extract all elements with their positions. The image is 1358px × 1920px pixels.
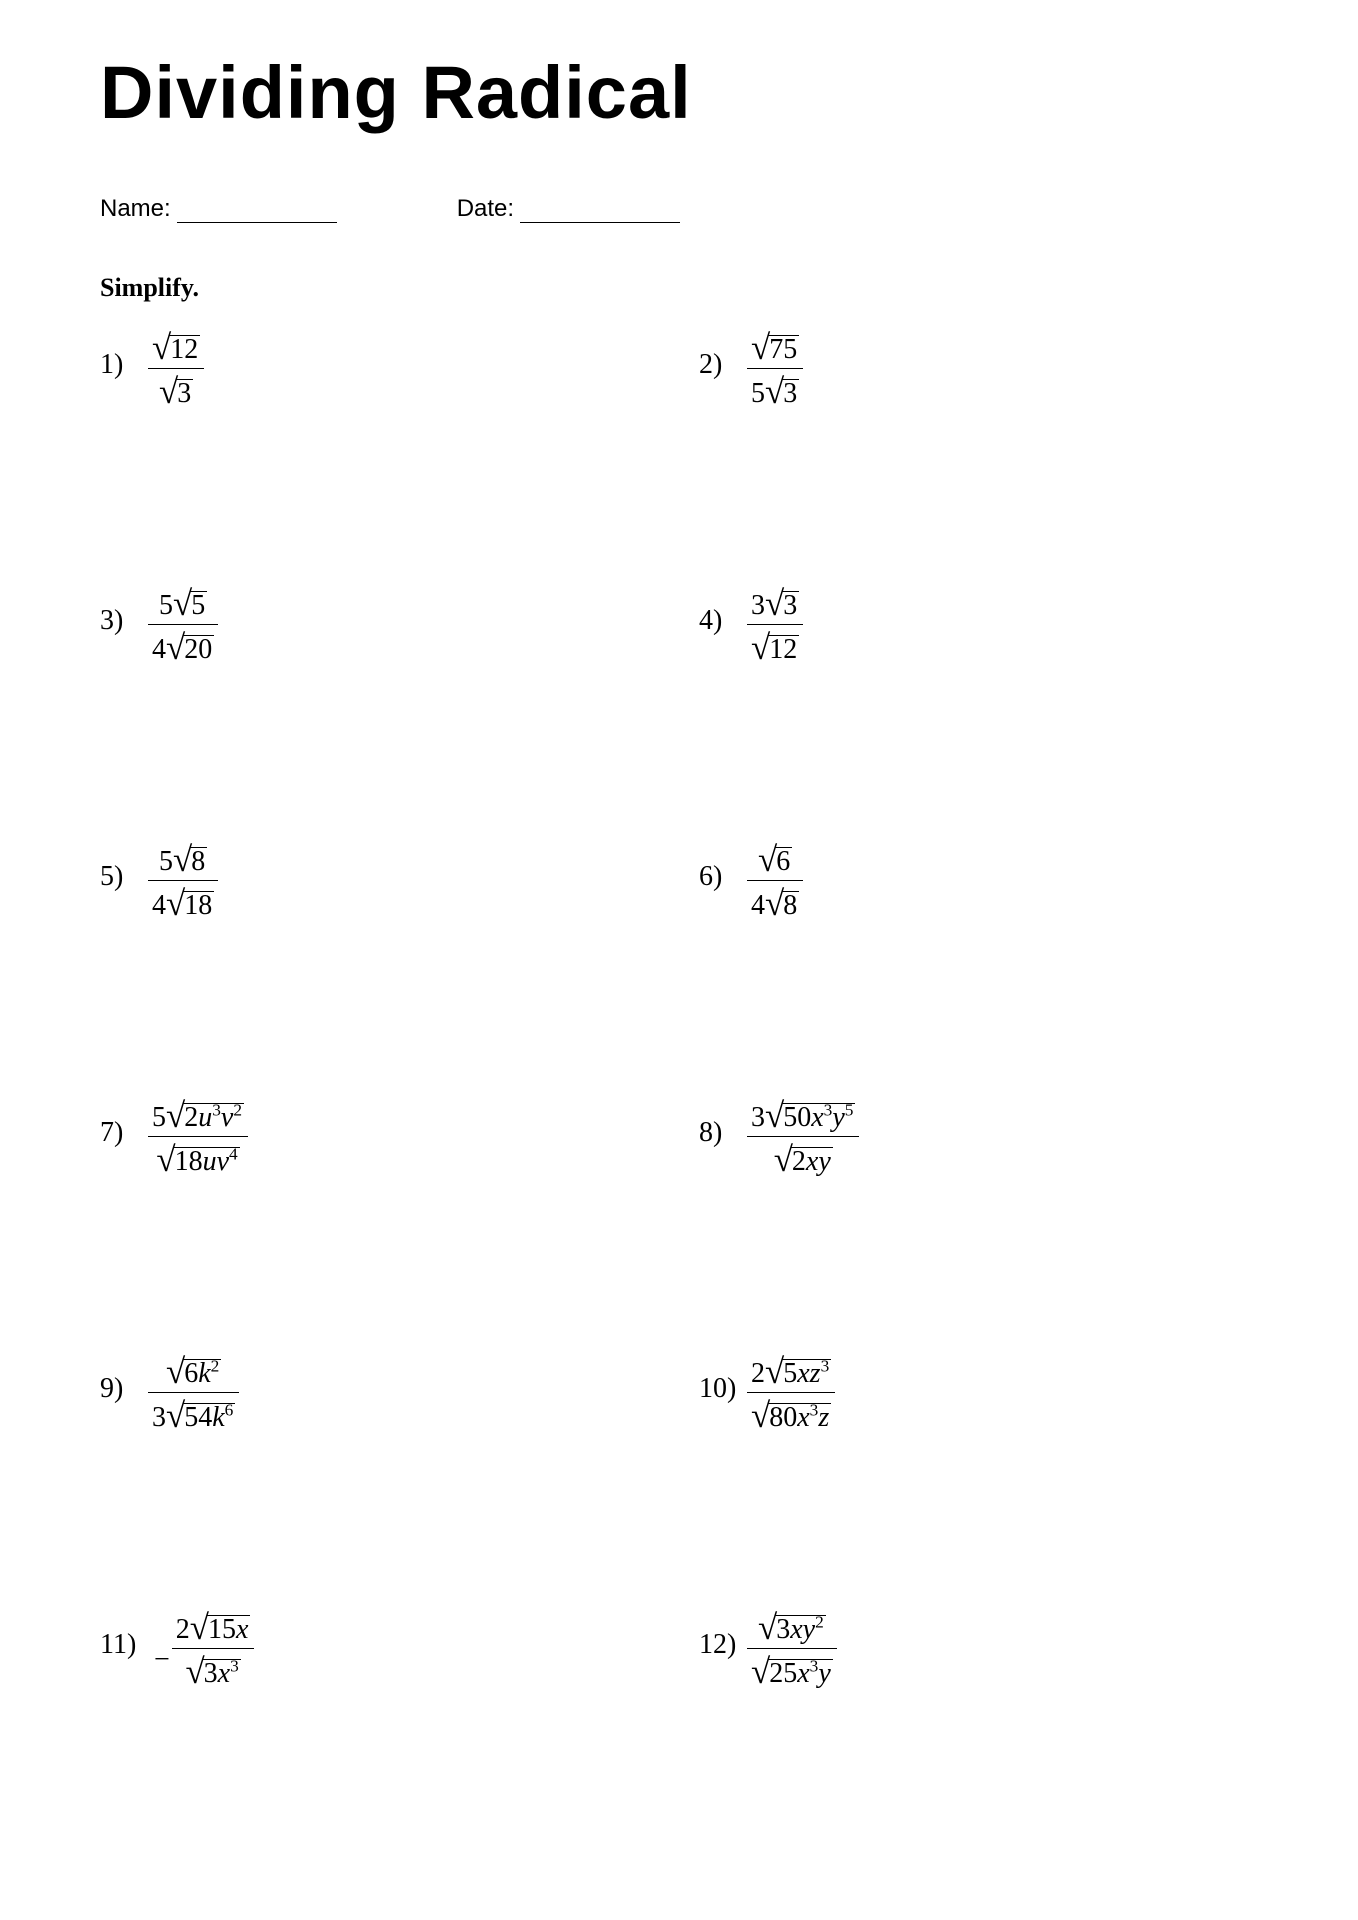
- problem: 4)3√3√12: [699, 577, 1258, 833]
- denominator: √3: [155, 371, 197, 410]
- problem: 8)3√50x3y5 √2xy: [699, 1089, 1258, 1345]
- worksheet-page: Dividing Radical Name: Date: Simplify. 1…: [0, 0, 1358, 1917]
- numerator: √6: [754, 839, 796, 878]
- problem: 3)5√5 4√20: [100, 577, 659, 833]
- problem-number: 12): [699, 1607, 747, 1661]
- negative-sign: −: [154, 1622, 170, 1676]
- fraction: 5√5 4√20: [148, 583, 218, 666]
- fraction-bar: [172, 1648, 255, 1649]
- fraction: √6k2 3√54k6: [148, 1351, 239, 1434]
- fraction: 5√2u3v2 √18uv4: [148, 1095, 248, 1178]
- date-blank[interactable]: [520, 196, 680, 223]
- expression: √6k2 3√54k6: [148, 1351, 239, 1434]
- problem-number: 8): [699, 1095, 747, 1149]
- numerator: 3√3: [747, 583, 803, 622]
- denominator: √18uv4: [152, 1139, 243, 1178]
- denominator: 4√18: [148, 883, 218, 922]
- name-label: Name:: [100, 195, 171, 222]
- fraction: √3xy2 √25x3y: [747, 1607, 837, 1690]
- fraction-bar: [747, 1136, 859, 1137]
- problem-number: 1): [100, 327, 148, 381]
- expression: −2√15x √3x3: [148, 1607, 254, 1690]
- instruction-text: Simplify.: [100, 273, 1258, 303]
- fraction-bar: [747, 1648, 837, 1649]
- meta-row: Name: Date:: [100, 195, 1258, 223]
- problem-number: 9): [100, 1351, 148, 1405]
- numerator: √6k2: [162, 1351, 225, 1390]
- fraction-bar: [148, 368, 204, 369]
- page-title: Dividing Radical: [100, 50, 1258, 135]
- date-field: Date:: [457, 195, 680, 223]
- expression: 5√5 4√20: [148, 583, 218, 666]
- expression: √12√3: [148, 327, 204, 410]
- fraction-bar: [747, 624, 803, 625]
- fraction: 3√50x3y5 √2xy: [747, 1095, 859, 1178]
- fraction: √64√8: [747, 839, 803, 922]
- problem-number: 3): [100, 583, 148, 637]
- numerator: 2√15x: [172, 1607, 255, 1646]
- denominator: 3√54k6: [148, 1395, 239, 1434]
- fraction-bar: [148, 1136, 248, 1137]
- expression: √755√3: [747, 327, 803, 410]
- fraction: 5√8 4√18: [148, 839, 218, 922]
- expression: 3√50x3y5 √2xy: [747, 1095, 859, 1178]
- denominator: 4√8: [747, 883, 803, 922]
- denominator: √3x3: [181, 1651, 244, 1690]
- numerator: 5√5: [155, 583, 211, 622]
- expression: 5√8 4√18: [148, 839, 218, 922]
- denominator: √80x3z: [747, 1395, 835, 1434]
- name-blank[interactable]: [177, 196, 337, 223]
- problem-number: 7): [100, 1095, 148, 1149]
- numerator: √12: [148, 327, 204, 366]
- fraction-bar: [148, 1392, 239, 1393]
- denominator: √25x3y: [747, 1651, 837, 1690]
- problem: 9) √6k2 3√54k6: [100, 1345, 659, 1601]
- problem: 5)5√8 4√18: [100, 833, 659, 1089]
- expression: √64√8: [747, 839, 803, 922]
- fraction: 2√5xz3 √80x3z: [747, 1351, 835, 1434]
- problem: 11)−2√15x √3x3: [100, 1601, 659, 1857]
- fraction-bar: [148, 624, 218, 625]
- denominator: 4√20: [148, 627, 218, 666]
- numerator: 2√5xz3: [747, 1351, 835, 1390]
- name-field: Name:: [100, 195, 337, 223]
- problem-number: 5): [100, 839, 148, 893]
- problem: 6)√64√8: [699, 833, 1258, 1089]
- fraction-bar: [747, 368, 803, 369]
- expression: 5√2u3v2 √18uv4: [148, 1095, 248, 1178]
- denominator: √12: [747, 627, 803, 666]
- problem-number: 4): [699, 583, 747, 637]
- denominator: 5√3: [747, 371, 803, 410]
- fraction-bar: [747, 1392, 835, 1393]
- problem: 1)√12√3: [100, 321, 659, 577]
- expression: √3xy2 √25x3y: [747, 1607, 837, 1690]
- problems-grid: 1)√12√32)√755√33)5√54√204)3√3√125)5√84√1…: [100, 321, 1258, 1857]
- fraction: √12√3: [148, 327, 204, 410]
- numerator: √75: [747, 327, 803, 366]
- numerator: 3√50x3y5: [747, 1095, 859, 1134]
- fraction: √755√3: [747, 327, 803, 410]
- fraction: 2√15x √3x3: [172, 1607, 255, 1690]
- problem: 7)5√2u3v2 √18uv4: [100, 1089, 659, 1345]
- expression: 3√3√12: [747, 583, 803, 666]
- date-label: Date:: [457, 195, 514, 222]
- fraction: 3√3√12: [747, 583, 803, 666]
- numerator: 5√2u3v2: [148, 1095, 248, 1134]
- expression: 2√5xz3 √80x3z: [747, 1351, 835, 1434]
- problem: 2)√755√3: [699, 321, 1258, 577]
- fraction-bar: [148, 880, 218, 881]
- problem: 10)2√5xz3 √80x3z: [699, 1345, 1258, 1601]
- problem-number: 2): [699, 327, 747, 381]
- denominator: √2xy: [770, 1139, 837, 1178]
- numerator: √3xy2: [754, 1607, 830, 1646]
- problem-number: 10): [699, 1351, 747, 1405]
- fraction-bar: [747, 880, 803, 881]
- problem: 12)√3xy2 √25x3y: [699, 1601, 1258, 1857]
- problem-number: 11): [100, 1607, 148, 1661]
- numerator: 5√8: [155, 839, 211, 878]
- problem-number: 6): [699, 839, 747, 893]
